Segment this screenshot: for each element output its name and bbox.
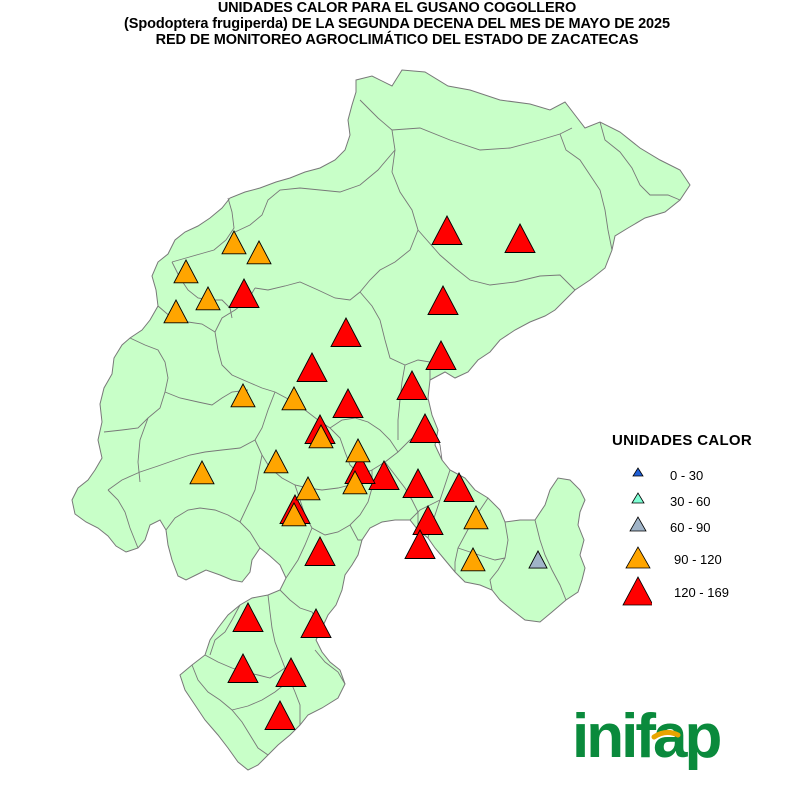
- legend-label: 90 - 120: [674, 551, 722, 567]
- station-markers: [163, 215, 548, 730]
- station-marker: [427, 285, 459, 315]
- station-marker: [332, 388, 364, 418]
- legend-title: UNIDADES CALOR: [612, 432, 753, 449]
- station-marker: [195, 286, 221, 311]
- station-marker: [263, 449, 289, 474]
- title-line-2: (Spodoptera frugiperda) DE LA SEGUNDA DE…: [124, 16, 670, 32]
- station-marker: [230, 383, 256, 408]
- municipal-boundaries: [103, 99, 681, 756]
- station-marker: [504, 223, 536, 253]
- station-marker: [232, 602, 264, 632]
- inifap-logo: inifap: [572, 705, 723, 771]
- legend-row-90-120: 90 - 120: [612, 544, 722, 574]
- legend-triangle-icon: [631, 492, 645, 504]
- station-marker: [173, 259, 199, 284]
- station-marker: [304, 536, 336, 566]
- station-marker: [264, 700, 296, 730]
- station-marker: [402, 468, 434, 498]
- legend-triangle-icon: [622, 576, 652, 606]
- legend-row-60-90: 60 - 90: [612, 512, 710, 542]
- station-marker: [281, 386, 307, 411]
- station-marker: [246, 240, 272, 265]
- station-marker: [443, 472, 475, 502]
- station-marker: [460, 547, 486, 572]
- station-marker: [425, 340, 457, 370]
- station-marker: [409, 413, 441, 443]
- legend-triangle-icon: [632, 467, 644, 477]
- station-marker: [275, 657, 307, 687]
- station-marker: [368, 460, 400, 490]
- station-marker: [463, 505, 489, 530]
- station-marker: [396, 370, 428, 400]
- station-marker: [281, 502, 307, 527]
- legend-label: 0 - 30: [670, 467, 704, 483]
- title-line-3: RED DE MONITOREO AGROCLIMÁTICO DEL ESTAD…: [155, 32, 639, 48]
- legend-row-0-30: 0 - 30: [612, 460, 703, 490]
- legend: UNIDADES CALOR 0 - 30 30 - 60 60 - 90 90…: [612, 432, 792, 606]
- station-marker: [330, 317, 362, 347]
- legend-row-30-60: 30 - 60: [612, 486, 710, 516]
- station-marker: [431, 215, 463, 245]
- station-marker: [296, 352, 328, 382]
- station-marker: [221, 230, 247, 255]
- station-marker: [404, 529, 436, 559]
- legend-triangle-icon: [625, 546, 651, 569]
- state-shape: [71, 69, 691, 771]
- legend-label: 30 - 60: [670, 493, 711, 509]
- legend-label: 60 - 90: [670, 519, 711, 535]
- legend-label: 120 - 169: [674, 584, 729, 600]
- svg-text:inifap: inifap: [572, 705, 720, 771]
- station-marker: [228, 278, 260, 308]
- state-outline: [71, 69, 691, 771]
- station-marker: [412, 505, 444, 535]
- station-marker: [308, 424, 334, 449]
- station-marker: [189, 460, 215, 485]
- map-title: UNIDADES CALOR PARA EL GUSANO COGOLLERO …: [0, 0, 794, 48]
- station-marker: [300, 608, 332, 638]
- station-marker: [227, 653, 259, 683]
- station-marker: [163, 299, 189, 324]
- station-marker: [342, 470, 368, 495]
- title-line-1: UNIDADES CALOR PARA EL GUSANO COGOLLERO: [217, 0, 577, 16]
- station-marker: [528, 550, 548, 569]
- legend-triangle-icon: [629, 516, 647, 532]
- legend-row-120-169: 120 - 169: [612, 576, 729, 607]
- station-marker: [345, 438, 371, 463]
- station-marker: [295, 476, 321, 501]
